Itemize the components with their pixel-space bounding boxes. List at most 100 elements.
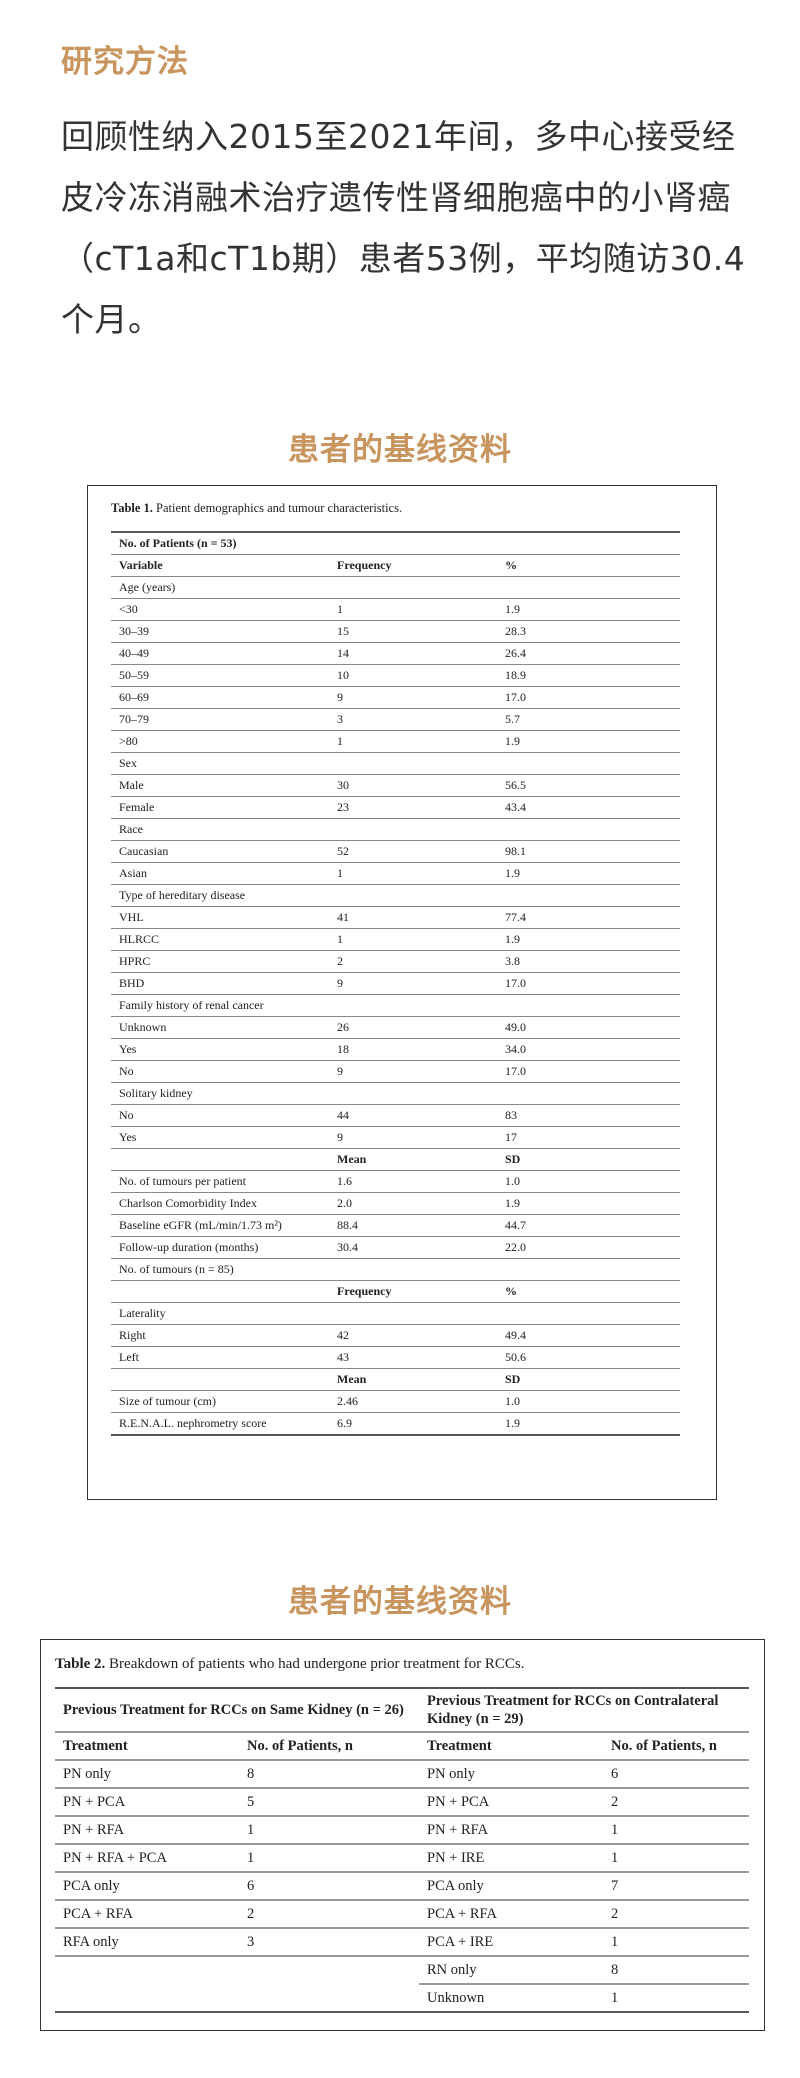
table1-row: Mean SD xyxy=(111,1148,680,1171)
paragraph-line: 皮冷冻消融术治疗遗传性肾细胞癌中的小肾癌 xyxy=(61,178,731,217)
table1-cell xyxy=(329,752,497,775)
table1-cell xyxy=(111,1368,329,1391)
section-title-method: 研究方法 xyxy=(61,44,189,80)
table1-cell: Follow-up duration (months) xyxy=(111,1236,329,1259)
table1-cell: Caucasian xyxy=(111,840,329,863)
table1-cell: 15 xyxy=(329,620,497,643)
table1-cell: 18.9 xyxy=(497,664,680,687)
table1-cell: 1.0 xyxy=(497,1390,680,1413)
table1-cell: 26.4 xyxy=(497,642,680,665)
method-paragraph: 回顾性纳入2015至2021年间，多中心接受经 皮冷冻消融术治疗遗传性肾细胞癌中… xyxy=(61,114,761,358)
table1-cell: 1.0 xyxy=(497,1170,680,1193)
table1-cell: 17.0 xyxy=(497,686,680,709)
table1-cell: % xyxy=(497,1280,680,1303)
table1-cell: <30 xyxy=(111,598,329,621)
table1-row: No 44 83 xyxy=(111,1104,680,1127)
table1-cell: 50–59 xyxy=(111,664,329,687)
table1-cell: % xyxy=(497,554,680,577)
table1-cell: 40–49 xyxy=(111,642,329,665)
table1-cell xyxy=(111,1148,329,1171)
table1-cell: 30 xyxy=(329,774,497,797)
table1-row: 40–49 14 26.4 xyxy=(111,642,680,665)
table2-image: Table 2. Breakdown of patients who had u… xyxy=(40,1639,765,2031)
table1-row: Asian 1 1.9 xyxy=(111,862,680,885)
table2-row: PN + RFA + PCA 1 PN + IRE 1 xyxy=(55,1844,749,1873)
table1-cell: Left xyxy=(111,1346,329,1369)
table2-cell: PN only xyxy=(419,1760,603,1789)
table1-cell: No. of Patients (n = 53) xyxy=(111,532,329,555)
table2-cell: PCA + RFA xyxy=(55,1900,239,1929)
table1-cell: Race xyxy=(111,818,329,841)
table1-cell xyxy=(497,1302,680,1325)
table1-cell: Frequency xyxy=(329,554,497,577)
table2-cell: 6 xyxy=(239,1872,419,1901)
table1-row: BHD 9 17.0 xyxy=(111,972,680,995)
table1-cell: No xyxy=(111,1104,329,1127)
table1-cell: Age (years) xyxy=(111,576,329,599)
table2-cell: 3 xyxy=(239,1928,419,1957)
table2-cell xyxy=(55,1984,239,2012)
table1-row: Charlson Comorbidity Index 2.0 1.9 xyxy=(111,1192,680,1215)
table2-cell: 2 xyxy=(603,1788,749,1817)
table2-cell: PN + RFA xyxy=(419,1816,603,1845)
column-header: No. of Patients, n xyxy=(239,1732,419,1761)
table1-cell xyxy=(329,884,497,907)
table1-cell: 77.4 xyxy=(497,906,680,929)
table1-cell xyxy=(497,1258,680,1281)
table1-cell: 10 xyxy=(329,664,497,687)
table2-cell: 1 xyxy=(239,1844,419,1873)
table2-row: PCA + RFA 2 PCA + RFA 2 xyxy=(55,1900,749,1929)
table1-cell: HPRC xyxy=(111,950,329,973)
table1-cell: 17 xyxy=(497,1126,680,1149)
table1-cell: 60–69 xyxy=(111,686,329,709)
group-header-contralateral-kidney: Previous Treatment for RCCs on Contralat… xyxy=(419,1688,749,1733)
section-title-baseline: 患者的基线资料 xyxy=(288,432,512,468)
table2-cell: 1 xyxy=(611,1989,619,2006)
table1-row: Unknown 26 49.0 xyxy=(111,1016,680,1039)
table1-row: No. of tumours per patient 1.6 1.0 xyxy=(111,1170,680,1193)
table2-cell: PCA + IRE xyxy=(419,1928,603,1957)
paragraph-line: 个月。 xyxy=(61,300,162,339)
table1: No. of Patients (n = 53) Variable Frequenc… xyxy=(111,531,680,1436)
table1-row: Laterality xyxy=(111,1302,680,1325)
table1-cell: 1.9 xyxy=(497,1412,680,1436)
table1-cell: 49.4 xyxy=(497,1324,680,1347)
table1-cell: 1 xyxy=(329,730,497,753)
table2-cell: PCA only xyxy=(55,1872,239,1901)
table1-cell: 49.0 xyxy=(497,1016,680,1039)
table1-cell: Mean xyxy=(329,1368,497,1391)
table1-cell: Size of tumour (cm) xyxy=(111,1390,329,1413)
table2-cell: 5 xyxy=(239,1788,419,1817)
table1-row: Female 23 43.4 xyxy=(111,796,680,819)
table1-cell: 3 xyxy=(329,708,497,731)
table1-cell xyxy=(329,1258,497,1281)
table1-cell: 43 xyxy=(329,1346,497,1369)
table2-caption-label: Table 2. xyxy=(55,1656,106,1672)
table2-cell: PN + PCA xyxy=(55,1788,239,1817)
table1-cell: 9 xyxy=(329,686,497,709)
table1-row: Baseline eGFR (mL/min/1.73 m²) 88.4 44.7 xyxy=(111,1214,680,1237)
table1-row: No 9 17.0 xyxy=(111,1060,680,1083)
table1-cell: Unknown xyxy=(111,1016,329,1039)
table1-row: <30 1 1.9 xyxy=(111,598,680,621)
table1-cell: 1.9 xyxy=(497,598,680,621)
table1-cell: 14 xyxy=(329,642,497,665)
table1-cell: Mean xyxy=(329,1148,497,1171)
table1-row: Left 43 50.6 xyxy=(111,1346,680,1369)
section-title-baseline-2: 患者的基线资料 xyxy=(288,1584,512,1620)
table2-caption-text: Breakdown of patients who had undergone … xyxy=(105,1656,525,1672)
table1-cell: 22.0 xyxy=(497,1236,680,1259)
table1-cell: Family history of renal cancer xyxy=(111,994,329,1017)
table2-cell: PN + IRE xyxy=(419,1844,603,1873)
table1-cell xyxy=(497,818,680,841)
table1-cell xyxy=(497,994,680,1017)
table1-cell: 1 xyxy=(329,928,497,951)
table1-row: Follow-up duration (months) 30.4 22.0 xyxy=(111,1236,680,1259)
table1-cell: HLRCC xyxy=(111,928,329,951)
table2-cell xyxy=(239,1956,419,1984)
table1-cell: 1 xyxy=(329,598,497,621)
table2-cell: 8 xyxy=(603,1956,749,1985)
table1-cell: 88.4 xyxy=(329,1214,497,1237)
table2-cell: PN + PCA xyxy=(419,1788,603,1817)
table1-cell: 1.9 xyxy=(497,928,680,951)
